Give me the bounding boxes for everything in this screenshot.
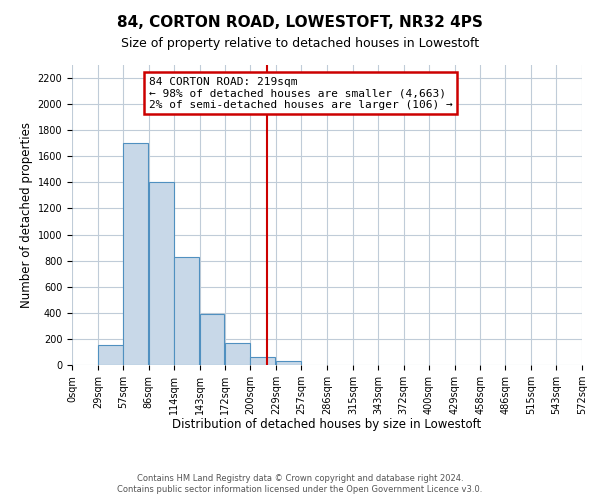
- Bar: [276, 361, 301, 365]
- Text: 84, CORTON ROAD, LOWESTOFT, NR32 4PS: 84, CORTON ROAD, LOWESTOFT, NR32 4PS: [117, 15, 483, 30]
- Text: Size of property relative to detached houses in Lowestoft: Size of property relative to detached ho…: [121, 38, 479, 51]
- Bar: [250, 356, 275, 365]
- Bar: [226, 344, 250, 365]
- Bar: [173, 256, 199, 365]
- Bar: [199, 314, 224, 365]
- Bar: [98, 345, 123, 365]
- Text: Contains HM Land Registry data © Crown copyright and database right 2024.
Contai: Contains HM Land Registry data © Crown c…: [118, 474, 482, 494]
- X-axis label: Distribution of detached houses by size in Lowestoft: Distribution of detached houses by size …: [172, 418, 482, 432]
- Y-axis label: Number of detached properties: Number of detached properties: [20, 122, 34, 308]
- Bar: [149, 182, 173, 365]
- Text: 84 CORTON ROAD: 219sqm
← 98% of detached houses are smaller (4,663)
2% of semi-d: 84 CORTON ROAD: 219sqm ← 98% of detached…: [149, 76, 452, 110]
- Bar: [123, 144, 148, 365]
